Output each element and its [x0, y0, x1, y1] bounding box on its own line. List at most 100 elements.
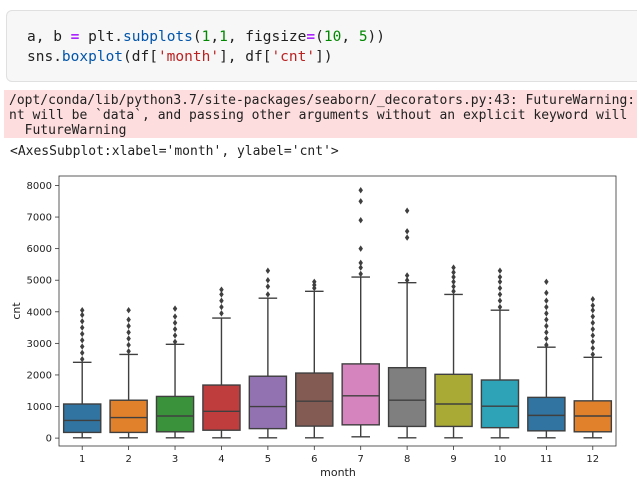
outlier-point [497, 291, 503, 298]
code-line-1: a, b = plt.subplots(1,1, figsize=(10, 5)… [27, 29, 386, 45]
x-tick-label: 6 [311, 454, 317, 465]
outlier-point [544, 297, 549, 304]
x-tick-label: 9 [450, 454, 456, 465]
outlier-point [265, 283, 271, 290]
y-tick-label: 7000 [27, 213, 52, 224]
outlier-point [544, 329, 549, 336]
box-8 [387, 366, 427, 428]
outlier-point [126, 307, 131, 314]
y-axis-label: cnt [10, 302, 23, 320]
outlier-point [358, 217, 363, 224]
outlier-point [358, 259, 363, 267]
x-tick-label: 5 [265, 454, 271, 465]
y-tick-label: 1000 [27, 402, 52, 413]
outlier-point [497, 303, 503, 311]
outlier-point [451, 273, 456, 281]
code-cell[interactable]: a, b = plt.subplots(1,1, figsize=(10, 5)… [6, 10, 637, 82]
outlier-point [590, 332, 596, 339]
box-7 [341, 363, 380, 426]
outlier-point [544, 335, 549, 342]
output-repr: <AxesSubplot:xlabel='month', ylabel='cnt… [10, 144, 339, 159]
outlier-point [126, 335, 131, 342]
outlier-point [358, 198, 363, 205]
outlier-point [79, 324, 85, 331]
outlier-point [544, 278, 549, 285]
box-11 [527, 396, 566, 432]
outlier-point [497, 278, 503, 285]
x-tick-label: 4 [218, 454, 224, 465]
outlier-point [79, 307, 85, 314]
box-2 [109, 399, 148, 434]
outlier-point [219, 303, 224, 311]
outlier-point [126, 316, 131, 323]
outlier-point [79, 330, 85, 338]
boxplot-chart: cnt month 0 1000 2000 3000 4000 5000 6000 7000 8… [10, 175, 617, 479]
outlier-point [172, 325, 178, 333]
outlier-point [590, 302, 596, 309]
outlier-point [590, 319, 596, 327]
y-tick-label: 8000 [27, 181, 52, 192]
y-tick-label: 2000 [27, 370, 52, 381]
y-tick-label: 4000 [27, 307, 52, 318]
outlier-point [219, 310, 224, 317]
outlier-point [404, 272, 410, 279]
outlier-point [544, 303, 549, 311]
outlier-point [358, 270, 363, 278]
code-line-2: sns.boxplot(df['month'], df['cnt']) [27, 49, 333, 65]
outlier-point [451, 278, 456, 285]
outlier-point [312, 278, 317, 285]
outlier-point [126, 329, 131, 336]
y-tick-label: 6000 [27, 244, 52, 255]
x-tick-label: 12 [586, 454, 599, 465]
x-axis-label: month [320, 466, 356, 479]
stderr-line-2: nt will be `data`, and passing other arg… [9, 108, 628, 123]
outlier-point [497, 267, 503, 274]
outlier-point [265, 277, 271, 284]
outlier-point [172, 338, 178, 345]
x-tick-label: 7 [358, 454, 364, 465]
outlier-point [404, 234, 410, 241]
stderr-output: /opt/conda/lib/python3.7/site-packages/s… [4, 90, 637, 138]
stderr-line-1: /opt/conda/lib/python3.7/site-packages/s… [9, 93, 636, 108]
outlier-point [590, 307, 596, 314]
outlier-point [265, 291, 271, 298]
outlier-point [544, 310, 549, 317]
outlier-point [219, 286, 224, 293]
outlier-point [126, 348, 131, 355]
outlier-point [172, 332, 178, 339]
outlier-point [79, 343, 85, 350]
outlier-point [404, 228, 410, 235]
outlier-point [590, 344, 596, 352]
outlier-point [126, 322, 131, 330]
box-3 [155, 395, 195, 433]
outlier-point [451, 283, 456, 290]
outlier-point [358, 187, 363, 194]
outlier-point [590, 325, 596, 333]
box-6 [295, 372, 334, 427]
x-tick-label: 2 [125, 454, 131, 465]
outlier-point [172, 313, 178, 320]
outlier-point [172, 319, 178, 327]
plot-frame [58, 175, 617, 447]
x-tick-label: 8 [404, 454, 410, 465]
outlier-point [590, 295, 596, 303]
outlier-point [544, 322, 549, 330]
outlier-point [544, 316, 549, 323]
x-tick-label: 3 [172, 454, 178, 465]
box-5 [248, 375, 288, 430]
outlier-point [265, 267, 271, 274]
outlier-point [590, 338, 596, 345]
stderr-line-3: FutureWarning [9, 123, 127, 138]
outlier-point [219, 297, 224, 304]
outlier-point [497, 273, 503, 281]
outlier-point [358, 264, 363, 271]
outlier-point [451, 269, 456, 276]
outlier-point [497, 284, 503, 292]
y-tick-label: 5000 [27, 276, 52, 287]
y-tick-label: 0 [46, 434, 52, 445]
outlier-point [172, 305, 178, 312]
outlier-point [126, 341, 131, 349]
outlier-point [79, 311, 85, 319]
outlier-point [590, 313, 596, 320]
outlier-point [79, 349, 85, 357]
